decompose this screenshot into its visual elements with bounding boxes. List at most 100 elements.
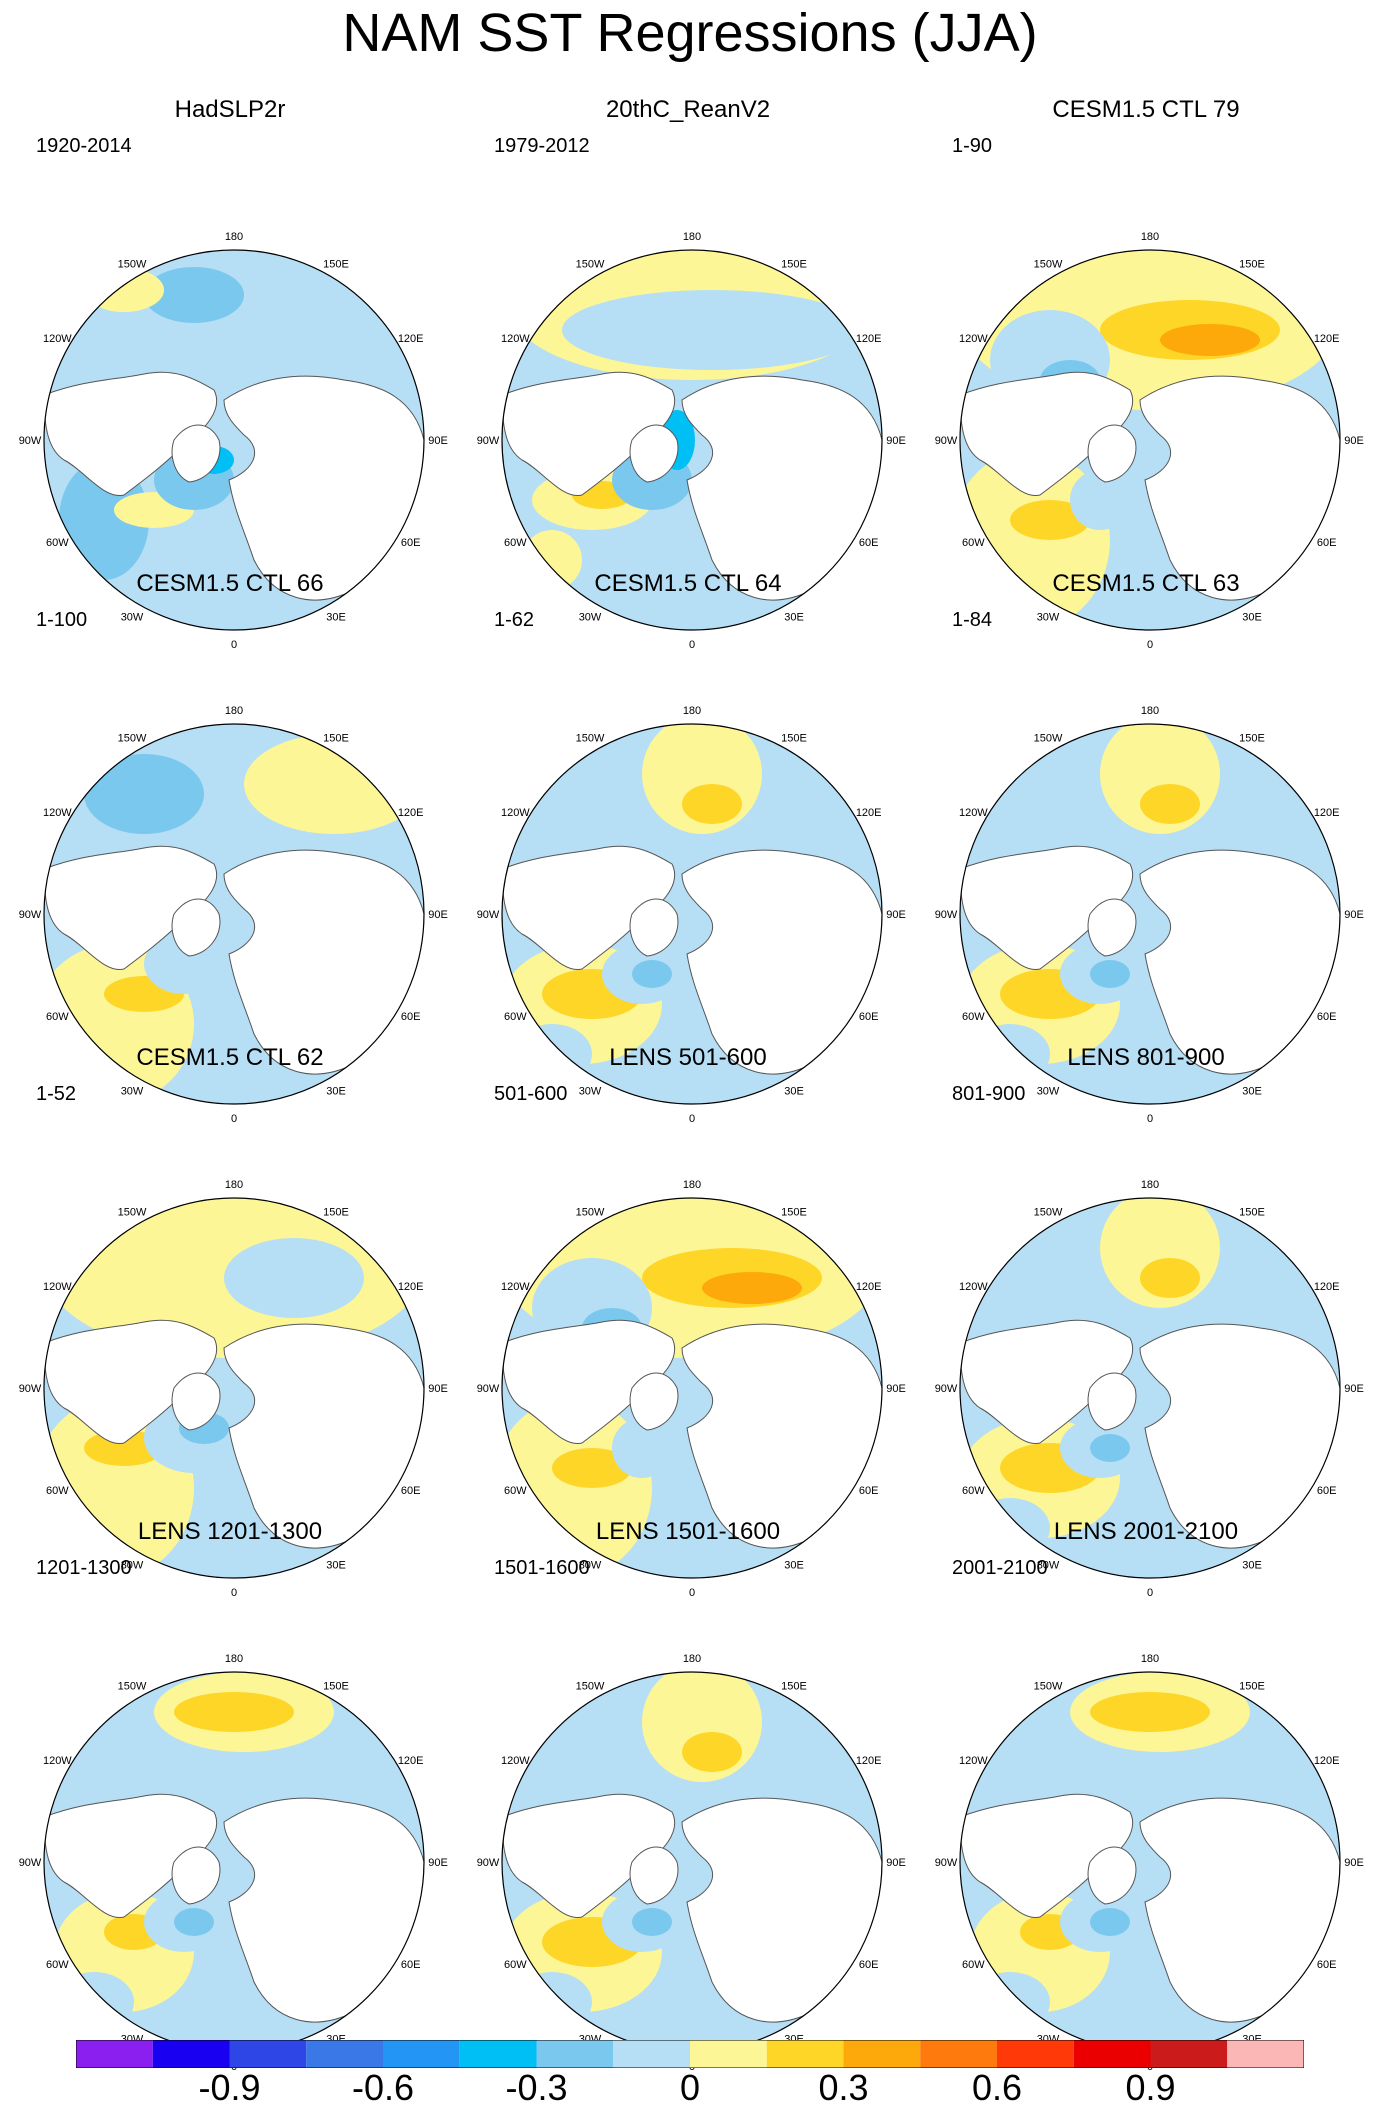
longitude-label: 150E xyxy=(1239,1206,1265,1218)
longitude-label: 90W xyxy=(477,435,500,447)
panel-title: LENS 801-900 xyxy=(1067,1044,1225,1071)
longitude-label: 180 xyxy=(225,1179,243,1191)
longitude-label: 90E xyxy=(428,1857,448,1869)
map-panel: LENS 801-900 801-900 180 150E 120E 90E 60E 30E 0… xyxy=(916,1044,1376,1599)
longitude-label: 180 xyxy=(225,231,243,243)
map-boundary xyxy=(959,1197,1341,1579)
colorbar-tick-label: -0.3 xyxy=(505,2067,568,2108)
anomaly-blob xyxy=(1090,1908,1130,1936)
anomaly-blob xyxy=(1010,500,1090,540)
longitude-label: 60W xyxy=(46,1959,69,1971)
longitude-label: 120W xyxy=(959,1755,988,1767)
longitude-label: 90E xyxy=(428,435,448,447)
longitude-label: 180 xyxy=(683,231,701,243)
map-panel: HadSLP2r 1920-2014 180 150E 120E 90E 60E 30E 0 30… xyxy=(0,96,460,651)
longitude-label: 90W xyxy=(477,909,500,921)
longitude-label: 150W xyxy=(576,258,605,270)
longitude-label: 60E xyxy=(859,537,879,549)
longitude-label: 120W xyxy=(959,807,988,819)
colorbar-tick-label: 0.6 xyxy=(971,2067,1023,2108)
longitude-label: 0 xyxy=(231,639,237,651)
longitude-label: 120W xyxy=(501,1281,530,1293)
longitude-label: 150E xyxy=(781,258,807,270)
longitude-label: 90W xyxy=(19,1857,42,1869)
anomaly-blob xyxy=(1140,1258,1200,1298)
longitude-label: 30W xyxy=(1037,1560,1060,1572)
colorbar-swatch xyxy=(766,2040,844,2068)
land-mass xyxy=(171,424,221,483)
longitude-label: 120E xyxy=(856,807,882,819)
longitude-label: 30E xyxy=(784,1086,804,1098)
land-mass xyxy=(171,898,221,957)
longitude-label: 30E xyxy=(1242,1086,1262,1098)
longitude-label: 30E xyxy=(326,1560,346,1572)
map-panel: 20thC_ReanV2 1979-2012 180 150E 120E 90E 60E 30… xyxy=(458,96,918,651)
longitude-label: 150W xyxy=(576,732,605,744)
land-mass xyxy=(1087,898,1137,957)
longitude-label: 180 xyxy=(225,705,243,717)
land-mass xyxy=(1087,1372,1137,1431)
longitude-label: 60W xyxy=(962,537,985,549)
map-panel: CESM1.5 CTL 66 1-100 180 150E 120E 90E 60E 30E 0… xyxy=(0,570,460,1125)
longitude-label: 120E xyxy=(398,1281,424,1293)
longitude-label: 90W xyxy=(19,909,42,921)
longitude-label: 60W xyxy=(504,1959,527,1971)
longitude-label: 90E xyxy=(1344,435,1364,447)
longitude-label: 60E xyxy=(401,537,421,549)
colorbar-swatch xyxy=(229,2040,307,2068)
longitude-label: 120E xyxy=(398,1755,424,1767)
longitude-label: 150E xyxy=(1239,258,1265,270)
longitude-label: 120E xyxy=(398,807,424,819)
anomaly-blob xyxy=(512,1972,592,2032)
panel-title: LENS 2001-2100 xyxy=(1053,1518,1239,1545)
longitude-label: 60W xyxy=(962,1011,985,1023)
panel-title: 20thC_ReanV2 xyxy=(605,96,771,123)
panel-title: CESM1.5 CTL 63 xyxy=(1052,570,1240,597)
anomaly-blob xyxy=(970,1972,1050,2032)
panel-period: 1201-1300 xyxy=(36,1557,132,1579)
colorbar-swatch xyxy=(459,2040,537,2068)
colorbar-tick-label: 0 xyxy=(679,2067,701,2108)
map-boundary xyxy=(501,723,883,1105)
anomaly-blob xyxy=(682,1732,742,1772)
longitude-label: 30E xyxy=(326,1086,346,1098)
map-boundary xyxy=(501,249,883,631)
longitude-label: 120E xyxy=(398,333,424,345)
anomaly-blob xyxy=(54,1972,134,2032)
panel-period: 1501-1600 xyxy=(494,1557,590,1579)
colorbar-swatch xyxy=(306,2040,383,2068)
land-mass xyxy=(629,1372,679,1431)
map-panel: CESM1.5 CTL 63 1-84 180 150E 120E 90E 60E 30E 0 3… xyxy=(916,570,1376,1125)
longitude-label: 90W xyxy=(935,909,958,921)
colorbar-swatch xyxy=(76,2040,153,2068)
panel-period: 1979-2012 xyxy=(494,135,590,157)
longitude-label: 30W xyxy=(579,1086,602,1098)
longitude-label: 90E xyxy=(1344,1383,1364,1395)
longitude-label: 90E xyxy=(1344,909,1364,921)
anomaly-blob xyxy=(174,1908,214,1936)
map-boundary xyxy=(959,249,1341,631)
longitude-label: 60W xyxy=(962,1959,985,1971)
longitude-label: 60E xyxy=(1317,1485,1337,1497)
land-mass xyxy=(629,424,679,483)
longitude-label: 0 xyxy=(689,639,695,651)
longitude-label: 120W xyxy=(43,807,72,819)
longitude-label: 60E xyxy=(1317,537,1337,549)
colorbar-swatch xyxy=(152,2040,230,2068)
panel-title: CESM1.5 CTL 64 xyxy=(594,570,782,597)
longitude-label: 60E xyxy=(859,1485,879,1497)
longitude-label: 30W xyxy=(579,1560,602,1572)
longitude-label: 60E xyxy=(1317,1011,1337,1023)
longitude-label: 60W xyxy=(504,537,527,549)
longitude-label: 150W xyxy=(1034,732,1063,744)
longitude-label: 150E xyxy=(323,732,349,744)
map-panel: CESM1.5 CTL 62 1-52 180 150E 120E 90E 60E 30E 0 3… xyxy=(0,1044,460,1599)
longitude-label: 150W xyxy=(118,732,147,744)
panel-period: 1-90 xyxy=(952,135,993,157)
longitude-label: 90W xyxy=(935,435,958,447)
map-panel: LENS 501-600 501-600 180 150E 120E 90E 60E 30E 0… xyxy=(458,1044,918,1599)
